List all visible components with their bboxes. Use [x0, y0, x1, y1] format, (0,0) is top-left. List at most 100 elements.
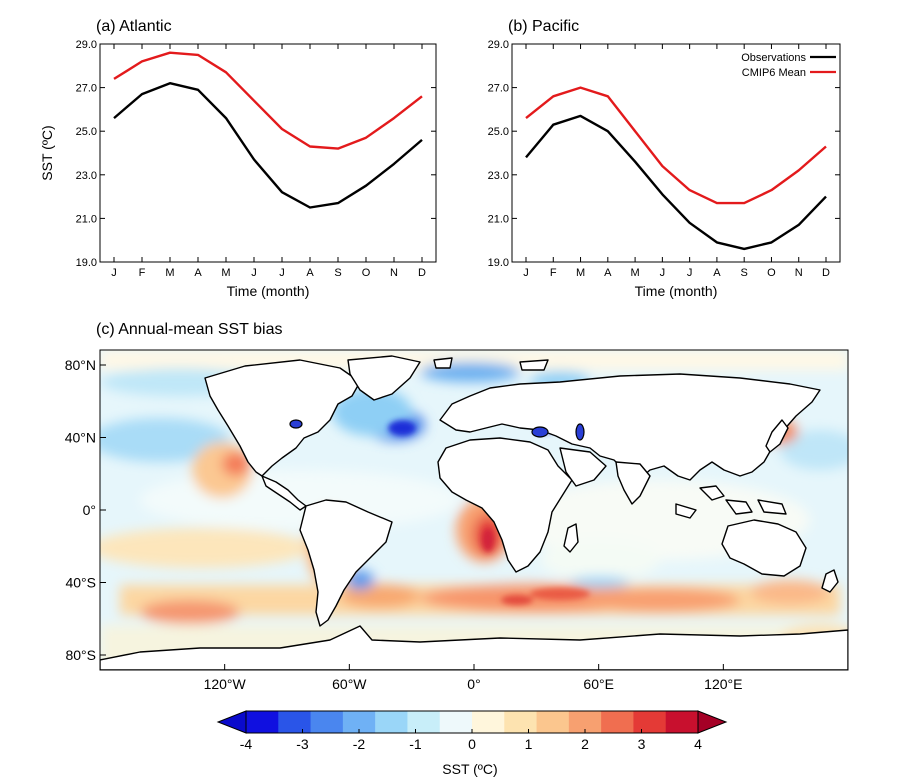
- x-tick-label: J: [111, 267, 117, 279]
- x-tick-label: M: [631, 267, 640, 279]
- colorbar-swatch: [665, 711, 699, 733]
- panel-a-series: [113, 51, 423, 209]
- panel-sst-bias-map: (c) Annual-mean SST bias: [65, 321, 849, 692]
- panel-a-ylabel: SST (ºC): [39, 125, 55, 180]
- panel-b-frame: [511, 43, 841, 263]
- colorbar-tick-label: -1: [409, 736, 422, 752]
- x-tick-label: J: [687, 267, 693, 279]
- legend-label-observations: Observations: [741, 52, 806, 64]
- colorbar-tick-label: 3: [638, 736, 646, 752]
- panel-a-y-ticks: 19.0 21.0 23.0 25.0 27.0 29.0: [76, 39, 436, 269]
- y-tick-label: 29.0: [76, 39, 97, 51]
- y-tick-label: 27.0: [488, 83, 509, 95]
- y-tick-label: 21.0: [488, 213, 509, 225]
- x-tick-label: A: [713, 267, 721, 279]
- inland-seas: [289, 419, 585, 441]
- panel-a-title: (a) Atlantic: [96, 18, 172, 35]
- colorbar-swatch: [278, 711, 311, 733]
- lat-tick-label: 80°N: [65, 357, 96, 373]
- land-masses: [100, 355, 848, 670]
- lon-tick-label: 120°W: [204, 676, 247, 692]
- x-tick-label: D: [418, 267, 426, 279]
- panel-b-title: (b) Pacific: [508, 18, 579, 35]
- x-tick-label: O: [362, 267, 371, 279]
- series-line-cmip6-mean: [113, 51, 423, 150]
- y-tick-label: 25.0: [76, 126, 97, 138]
- y-tick-label: 19.0: [488, 257, 509, 269]
- lon-tick-label: 0°: [467, 676, 480, 692]
- x-tick-label: A: [604, 267, 612, 279]
- lat-tick-label: 0°: [83, 502, 96, 518]
- panel-a-xlabel: Time (month): [227, 283, 310, 299]
- colorbar-swatch: [472, 711, 505, 733]
- x-tick-label: D: [822, 267, 830, 279]
- panel-b-series: [525, 86, 827, 251]
- lon-tick-label: 120°E: [704, 676, 742, 692]
- x-tick-label: A: [306, 267, 314, 279]
- colorbar-swatch: [375, 711, 408, 733]
- colorbar-label: SST (ºC): [442, 761, 497, 777]
- colorbar-swatch: [439, 711, 473, 733]
- panel-b-y-ticks: 19.0 21.0 23.0 25.0 27.0 29.0: [488, 39, 840, 269]
- x-tick-label: S: [334, 267, 341, 279]
- series-line-cmip6-mean: [525, 86, 827, 205]
- colorbar-tick-label: -2: [353, 736, 366, 752]
- colorbar-swatch: [633, 711, 667, 733]
- x-tick-label: J: [523, 267, 529, 279]
- legend-label-cmip6: CMIP6 Mean: [742, 67, 806, 79]
- panel-a-frame: [99, 43, 437, 263]
- colorbar-tick-label: -4: [240, 736, 253, 752]
- y-tick-label: 21.0: [76, 213, 97, 225]
- x-tick-label: F: [139, 267, 146, 279]
- series-line-observations: [525, 114, 827, 251]
- lon-tick-label: 60°E: [583, 676, 614, 692]
- colorbar-swatch: [246, 711, 279, 733]
- colorbar-over-arrow: [697, 710, 728, 734]
- x-tick-label: N: [795, 267, 803, 279]
- map-lat-ticks: 80°N 40°N 0° 40°S 80°S: [65, 357, 106, 663]
- x-tick-label: O: [767, 267, 776, 279]
- panel-b-xlabel: Time (month): [635, 283, 718, 299]
- panel-c-title: (c) Annual-mean SST bias: [96, 321, 282, 338]
- panel-atlantic: (a) Atlantic 19.0 21.0 23.0 25.0 27.0 29.0 J F…: [39, 18, 437, 299]
- y-tick-label: 29.0: [488, 39, 509, 51]
- x-tick-label: A: [194, 267, 202, 279]
- legend: Observations CMIP6 Mean: [741, 52, 836, 79]
- map-lon-ticks: 120°W 60°W 0° 60°E 120°E: [204, 664, 742, 692]
- lon-tick-label: 60°W: [332, 676, 367, 692]
- y-tick-label: 19.0: [76, 257, 97, 269]
- colorbar-tick-label: 4: [694, 736, 702, 752]
- x-tick-label: M: [165, 267, 174, 279]
- colorbar-swatch: [310, 711, 344, 733]
- y-tick-label: 25.0: [488, 126, 509, 138]
- colorbar-tick-label: -3: [296, 736, 309, 752]
- series-line-observations: [113, 81, 423, 209]
- colorbar-swatch: [407, 711, 441, 733]
- colorbar-swatch: [504, 711, 537, 733]
- y-tick-label: 23.0: [488, 170, 509, 182]
- x-tick-label: M: [221, 267, 230, 279]
- x-tick-label: J: [279, 267, 285, 279]
- sst-bias-field: [100, 350, 848, 670]
- colorbar-swatch: [536, 711, 570, 733]
- colorbar: -4 -3 -2 -1 0 1 2 3 4 SST (ºC): [216, 710, 728, 777]
- colorbar-swatch: [342, 711, 376, 733]
- x-tick-label: N: [390, 267, 398, 279]
- x-tick-label: S: [741, 267, 748, 279]
- x-tick-label: J: [660, 267, 666, 279]
- y-tick-label: 27.0: [76, 83, 97, 95]
- x-tick-label: J: [251, 267, 257, 279]
- colorbar-swatch: [568, 711, 602, 733]
- colorbar-tick-label: 1: [525, 736, 533, 752]
- x-tick-label: M: [576, 267, 585, 279]
- colorbar-tick-label: 2: [581, 736, 589, 752]
- lat-tick-label: 80°S: [65, 647, 96, 663]
- lat-tick-label: 40°S: [65, 575, 96, 591]
- colorbar-under-arrow: [216, 710, 247, 734]
- colorbar-tick-label: 0: [468, 736, 476, 752]
- colorbar-swatch: [601, 711, 634, 733]
- lat-tick-label: 40°N: [65, 430, 96, 446]
- panel-pacific: (b) Pacific 19.0 21.0 23.0 25.0 27.0 29.0 J F M…: [488, 18, 841, 299]
